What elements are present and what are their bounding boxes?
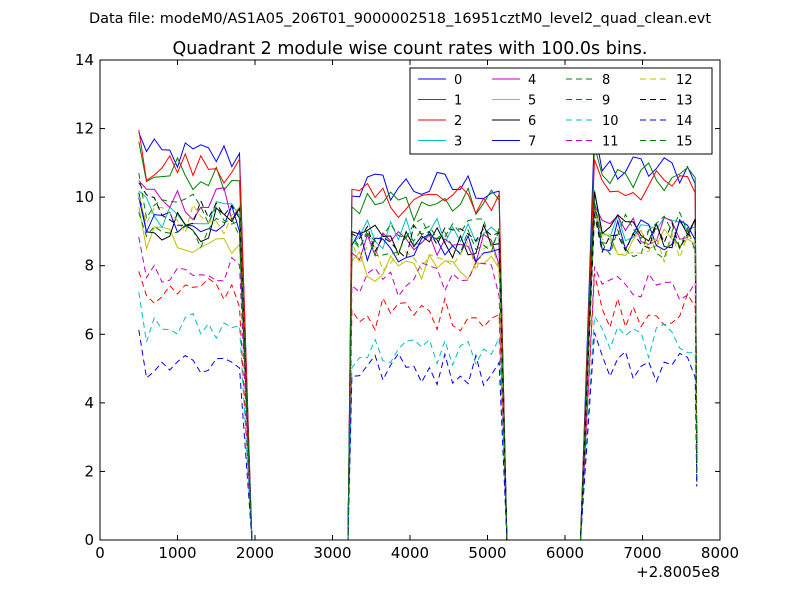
legend-label-11: 11 [602, 135, 619, 150]
legend-label-8: 8 [602, 73, 610, 88]
y-tick-label: 8 [84, 257, 94, 275]
x-tick-label: 0 [95, 544, 105, 562]
x-tick-label: 7000 [623, 544, 661, 562]
series-line-8 [138, 212, 698, 541]
x-tick-label: 3000 [313, 544, 351, 562]
series-line-12 [138, 195, 698, 541]
series-line-14 [138, 329, 698, 541]
legend-label-7: 7 [528, 135, 536, 150]
legend-label-10: 10 [602, 114, 619, 129]
legend-label-12: 12 [676, 73, 693, 88]
series-line-6 [138, 191, 698, 541]
y-tick-label: 0 [84, 531, 94, 549]
x-tick-label: 8000 [701, 544, 739, 562]
legend-label-3: 3 [454, 135, 462, 150]
legend-label-4: 4 [528, 73, 536, 88]
tick-layer: 0 1000 2000 3000 4000 5000 6000 7000 80000246810… [75, 51, 739, 562]
legend-frame [409, 67, 713, 155]
y-tick-label: 10 [75, 188, 94, 206]
series-line-9 [138, 271, 698, 541]
series-line-2 [138, 129, 698, 541]
legend-label-14: 14 [676, 114, 693, 129]
y-tick-label: 4 [84, 394, 94, 412]
y-tick-label: 2 [84, 462, 94, 480]
chart-suptitle: Data file: modeM0/AS1A05_206T01_90000025… [89, 11, 711, 27]
x-tick-label: 1000 [158, 544, 196, 562]
legend-label-2: 2 [454, 114, 462, 129]
chart-title: Quadrant 2 module wise count rates with … [173, 39, 648, 59]
x-tick-label: 4000 [391, 544, 429, 562]
legend-label-15: 15 [676, 135, 693, 150]
x-tick-label: 5000 [468, 544, 506, 562]
series-line-10 [138, 292, 698, 541]
legend-label-5: 5 [528, 94, 536, 109]
legend-label-0: 0 [454, 73, 462, 88]
series-line-15 [138, 172, 698, 541]
y-tick-label: 14 [75, 51, 94, 69]
series-layer [138, 129, 698, 541]
series-line-0 [138, 129, 698, 541]
series-line-1 [138, 141, 698, 541]
series-line-13 [138, 182, 698, 541]
legend-label-6: 6 [528, 114, 536, 129]
x-tick-label: 6000 [546, 544, 584, 562]
x-tick-label: 2000 [236, 544, 274, 562]
legend-label-13: 13 [676, 94, 693, 109]
plot-frame [99, 59, 721, 541]
legend-label-1: 1 [454, 94, 462, 109]
legend-label-9: 9 [602, 94, 610, 109]
y-tick-label: 12 [75, 120, 94, 138]
x-offset-label: +2.8005e8 [636, 563, 720, 581]
y-tick-label: 6 [84, 325, 94, 343]
